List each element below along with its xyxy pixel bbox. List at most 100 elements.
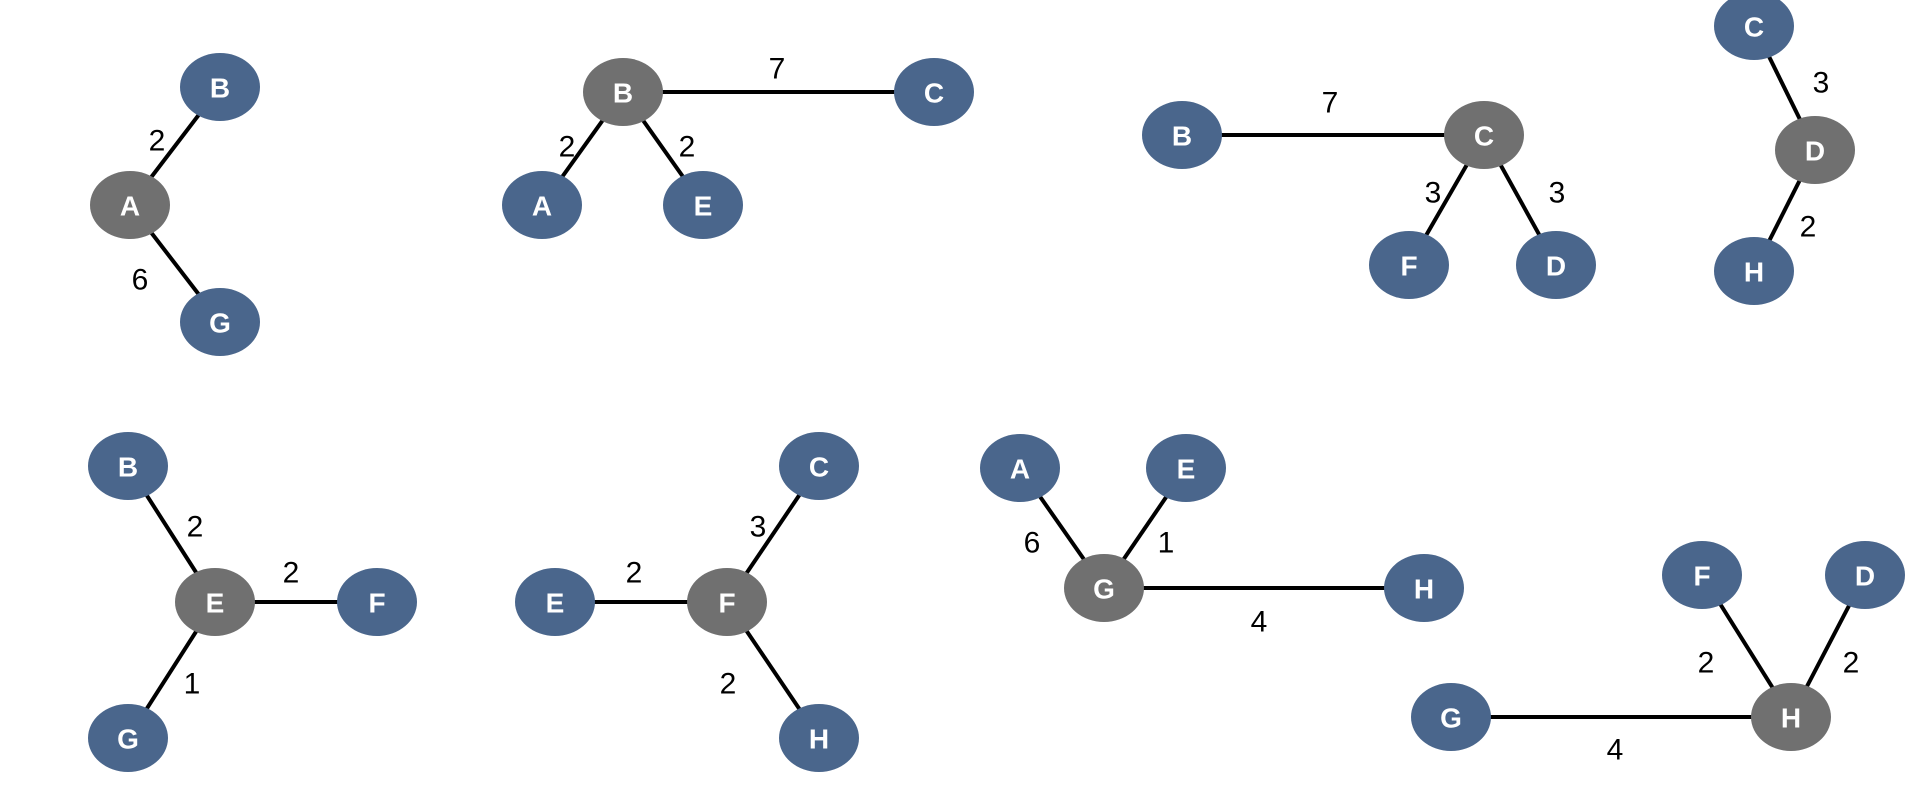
node-circle: [1714, 0, 1794, 60]
graph-f-edge-weight: 2: [626, 557, 643, 590]
graph-h-neighbor-node-g: G: [1411, 683, 1491, 751]
graph-b-edge-weight: 2: [559, 131, 576, 164]
graph-d-neighbor-node-c: C: [1714, 0, 1794, 60]
node-label: G: [209, 308, 231, 339]
node-label: H: [1781, 703, 1801, 734]
node-label: G: [1093, 574, 1115, 605]
node-circle: [1369, 231, 1449, 299]
graph-c-edge-weight: 7: [1322, 87, 1339, 120]
node-label: F: [1693, 561, 1710, 592]
node-label: G: [1440, 703, 1462, 734]
graph-g-edge-weight: 1: [1158, 527, 1175, 560]
graph-a-neighbor-node-g: G: [180, 288, 260, 356]
node-label: B: [118, 452, 138, 483]
graph-c-edge-weight: 3: [1425, 177, 1442, 210]
graph-e-neighbor-node-g: G: [88, 704, 168, 772]
node-circle: [1444, 101, 1524, 169]
node-label: C: [924, 78, 944, 109]
node-label: D: [1805, 136, 1825, 167]
node-label: H: [1414, 574, 1434, 605]
graph-e-edge-weight: 1: [184, 668, 201, 701]
node-circle: [515, 568, 595, 636]
node-label: A: [1010, 454, 1030, 485]
node-circle: [583, 58, 663, 126]
node-circle: [1662, 541, 1742, 609]
graph-f-edge-weight: 3: [750, 511, 767, 544]
graph-g-center-node-g: G: [1064, 554, 1144, 622]
node-circle: [180, 53, 260, 121]
graph-c-edge-weight: 3: [1549, 177, 1566, 210]
node-circle: [663, 171, 743, 239]
graph-g-neighbor-node-h: H: [1384, 554, 1464, 622]
node-label: B: [210, 73, 230, 104]
graph-b-edge-weight: 2: [679, 131, 696, 164]
node-label: E: [694, 191, 713, 222]
graph-f-neighbor-node-e: E: [515, 568, 595, 636]
node-circle: [1714, 237, 1794, 305]
graph-d-edge-weight: 3: [1813, 67, 1830, 100]
nodes-layer: A B G B C A E C B F D D C H E B F G F C E H G A E H H F D G: [88, 0, 1905, 772]
graph-g-neighbor-node-a: A: [980, 434, 1060, 502]
node-circle: [1064, 554, 1144, 622]
node-circle: [687, 568, 767, 636]
graph-e-neighbor-node-b: B: [88, 432, 168, 500]
node-circle: [175, 568, 255, 636]
node-label: C: [809, 452, 829, 483]
node-circle: [90, 171, 170, 239]
node-label: D: [1855, 561, 1875, 592]
node-circle: [1146, 434, 1226, 502]
graph-b-neighbor-node-e: E: [663, 171, 743, 239]
node-circle: [1775, 116, 1855, 184]
graph-g-neighbor-node-e: E: [1146, 434, 1226, 502]
graph-h-edge-weight: 2: [1698, 647, 1715, 680]
graph-b-center-node-b: B: [583, 58, 663, 126]
graph-g-edge-weight: 4: [1251, 606, 1268, 639]
graph-b-neighbor-node-a: A: [502, 171, 582, 239]
graph-e-edge-weight: 2: [283, 557, 300, 590]
graph-h-neighbor-node-f: F: [1662, 541, 1742, 609]
graph-h-center-node-h: H: [1751, 683, 1831, 751]
graph-d-center-node-d: D: [1775, 116, 1855, 184]
node-circle: [894, 58, 974, 126]
node-label: E: [546, 588, 565, 619]
node-label: C: [1744, 12, 1764, 43]
graph-f-neighbor-node-h: H: [779, 704, 859, 772]
node-circle: [1411, 683, 1491, 751]
graph-h-edge-weight: 2: [1843, 647, 1860, 680]
node-label: A: [532, 191, 552, 222]
node-circle: [180, 288, 260, 356]
node-circle: [1142, 101, 1222, 169]
node-circle: [88, 704, 168, 772]
node-circle: [1751, 683, 1831, 751]
node-circle: [1516, 231, 1596, 299]
node-circle: [779, 704, 859, 772]
node-label: F: [718, 588, 735, 619]
node-circle: [1825, 541, 1905, 609]
graph-f-edge-weight: 2: [720, 668, 737, 701]
graph-c-neighbor-node-f: F: [1369, 231, 1449, 299]
node-circle: [337, 568, 417, 636]
graph-d-edge-weight: 2: [1800, 211, 1817, 244]
graph-e-edge-weight: 2: [187, 511, 204, 544]
node-label: H: [1744, 257, 1764, 288]
graph-h-neighbor-node-d: D: [1825, 541, 1905, 609]
node-label: G: [117, 724, 139, 755]
node-label: F: [368, 588, 385, 619]
graph-h-edge-weight: 4: [1607, 734, 1624, 767]
node-label: H: [809, 724, 829, 755]
node-circle: [1384, 554, 1464, 622]
graph-c-neighbor-node-b: B: [1142, 101, 1222, 169]
node-label: D: [1546, 251, 1566, 282]
node-label: E: [1177, 454, 1196, 485]
graph-a-edge-weight: 2: [149, 125, 166, 158]
node-circle: [88, 432, 168, 500]
graph-g-edge-weight: 6: [1024, 527, 1041, 560]
graph-a-center-node-a: A: [90, 171, 170, 239]
node-label: B: [1172, 121, 1192, 152]
node-label: F: [1400, 251, 1417, 282]
graph-f-neighbor-node-c: C: [779, 432, 859, 500]
graph-f-center-node-f: F: [687, 568, 767, 636]
node-label: E: [206, 588, 225, 619]
node-circle: [779, 432, 859, 500]
